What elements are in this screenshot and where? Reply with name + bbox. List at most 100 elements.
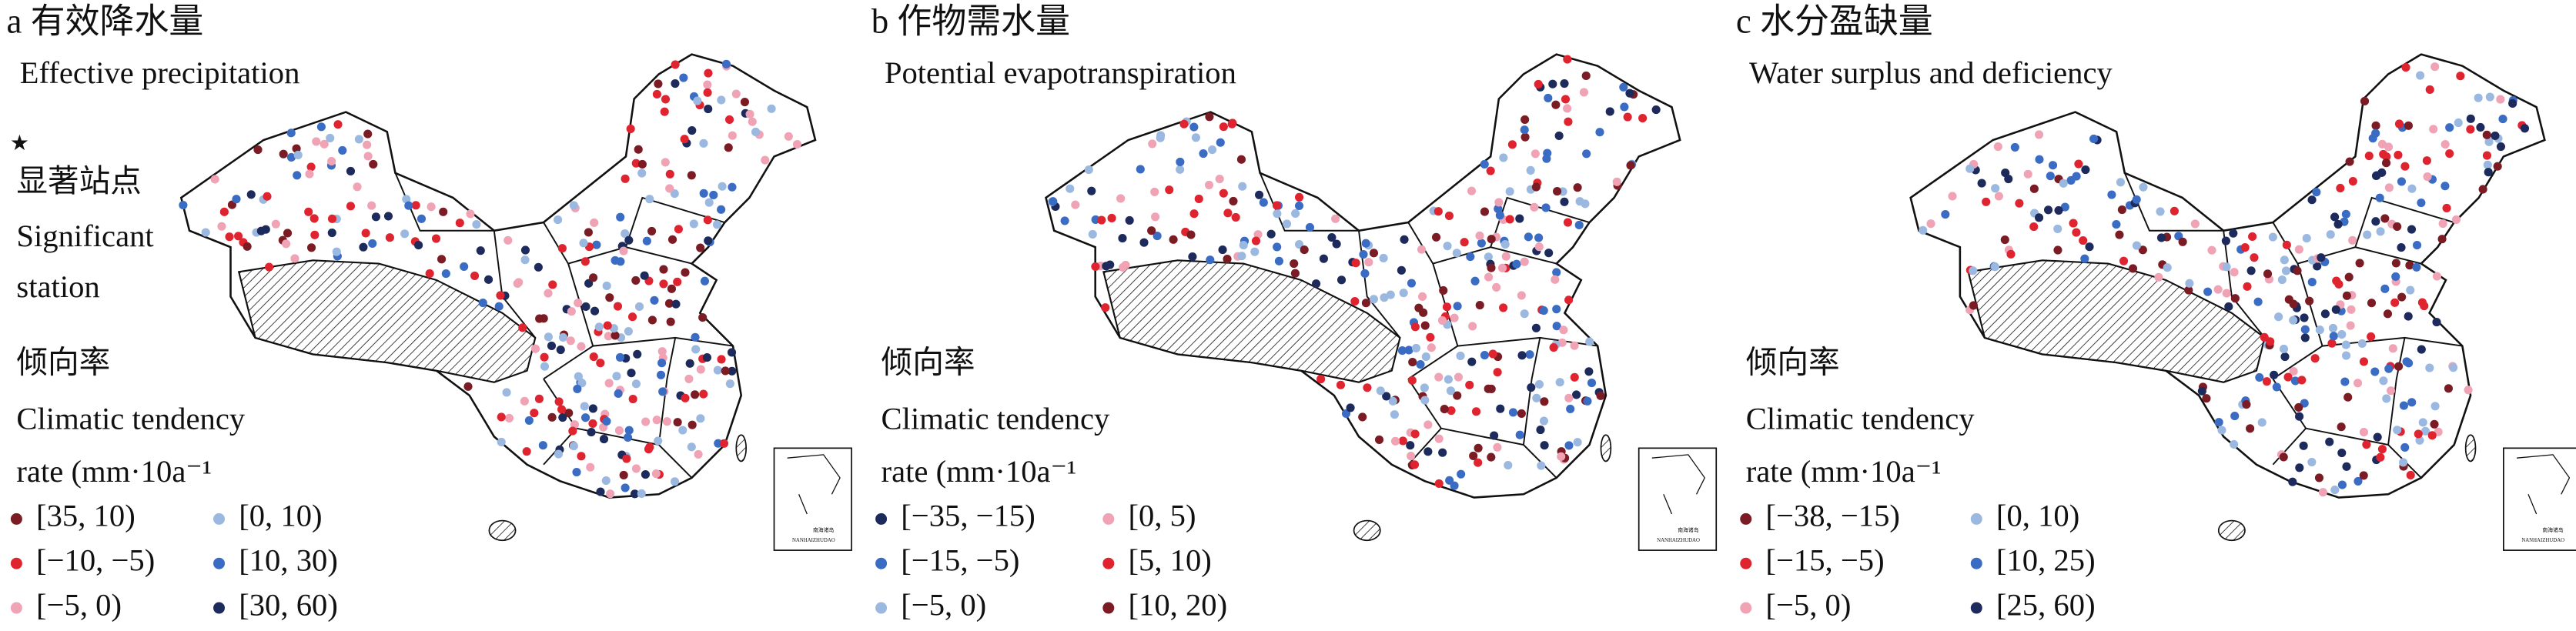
station-dot — [2371, 121, 2380, 130]
station-dot — [626, 124, 635, 133]
station-dot — [2394, 119, 2404, 129]
station-dot — [1404, 346, 1413, 355]
station-dot — [1282, 219, 1292, 229]
station-dot — [1470, 276, 1480, 285]
station-dot — [1206, 255, 1215, 265]
province-border — [1490, 196, 1590, 248]
station-dot — [367, 201, 376, 210]
station-dot — [1426, 332, 1435, 342]
station-dot — [2163, 263, 2172, 272]
station-dot — [1084, 165, 1093, 175]
station-dot — [2300, 325, 2310, 334]
station-dot — [1551, 275, 1560, 284]
station-dot — [568, 426, 577, 436]
station-dot — [2417, 345, 2426, 354]
station-dot — [1300, 245, 1309, 255]
station-dot — [630, 489, 640, 499]
station-dot — [2029, 184, 2039, 193]
station-dot — [520, 245, 530, 255]
station-dot — [2307, 277, 2317, 287]
station-dot — [1380, 293, 1389, 302]
station-dot — [634, 302, 644, 312]
station-dot — [2442, 203, 2451, 212]
station-dot — [557, 405, 567, 414]
station-dot — [1374, 435, 1384, 444]
station-dot — [1376, 386, 1385, 396]
station-dot — [363, 140, 372, 149]
station-dot — [312, 137, 321, 146]
station-dot — [1294, 201, 1304, 210]
station-dot — [1427, 343, 1436, 352]
station-dot — [637, 489, 646, 499]
station-dot — [1423, 447, 1433, 456]
station-dot — [2072, 172, 2081, 181]
station-dot — [1407, 279, 1417, 288]
station-dot — [463, 382, 473, 391]
station-dot — [1229, 196, 1238, 205]
station-dot — [286, 152, 296, 162]
station-dot — [661, 95, 671, 104]
station-dot — [667, 284, 677, 293]
station-dot — [404, 201, 413, 210]
station-dot — [1194, 194, 1203, 203]
station-dot — [2305, 296, 2314, 305]
hainan — [1353, 519, 1381, 542]
station-dot — [201, 228, 210, 237]
taiwan — [735, 434, 747, 462]
station-dot — [1237, 252, 1246, 261]
station-dot — [2043, 205, 2053, 215]
station-dot — [718, 182, 727, 191]
station-dot — [1223, 209, 1233, 218]
station-dot — [2399, 458, 2408, 467]
station-dot — [1549, 342, 1558, 352]
station-dot — [681, 393, 690, 402]
station-dot — [1219, 189, 1228, 198]
station-dot — [1386, 290, 1395, 299]
station-dot — [2059, 179, 2068, 188]
station-dot — [2359, 357, 2369, 366]
station-dot — [1534, 242, 1544, 252]
station-dot — [2004, 174, 2013, 184]
station-dot — [441, 269, 450, 279]
station-dot — [606, 489, 615, 499]
station-dot — [1444, 375, 1453, 384]
station-dot — [2266, 337, 2275, 346]
station-dot — [1060, 216, 1069, 225]
station-dot — [1327, 232, 1337, 242]
station-dot — [2454, 118, 2463, 128]
station-dot — [2384, 364, 2394, 373]
station-dot — [1524, 232, 1533, 242]
station-dot — [368, 239, 377, 249]
station-dot — [728, 131, 737, 140]
station-dot — [651, 469, 661, 479]
station-dot — [2006, 249, 2016, 259]
station-dot — [594, 322, 604, 332]
station-dot — [539, 314, 548, 323]
station-dot — [567, 307, 576, 316]
station-dot — [2250, 253, 2259, 262]
station-dot — [1605, 107, 1614, 116]
station-dot — [411, 201, 420, 210]
station-dot — [614, 389, 623, 399]
province-border — [2354, 196, 2454, 248]
station-dot — [2371, 217, 2380, 226]
station-dot — [2138, 245, 2147, 255]
legend-marker — [213, 557, 226, 569]
station-dot — [604, 379, 614, 388]
station-dot — [2333, 219, 2343, 229]
station-dot — [2484, 168, 2493, 177]
station-dot — [496, 291, 505, 300]
station-dot — [534, 394, 544, 403]
station-dot — [624, 326, 633, 336]
station-dot — [2081, 165, 2090, 175]
legend-marker — [875, 557, 888, 569]
station-dot — [279, 149, 288, 159]
station-dot — [679, 73, 688, 82]
station-dot — [2367, 299, 2377, 308]
station-dot — [1484, 252, 1493, 262]
station-dot — [1204, 180, 1214, 189]
station-dot — [1216, 138, 1225, 147]
station-dot — [2029, 222, 2039, 232]
station-dot — [2293, 266, 2302, 275]
station-dot — [2184, 285, 2193, 295]
